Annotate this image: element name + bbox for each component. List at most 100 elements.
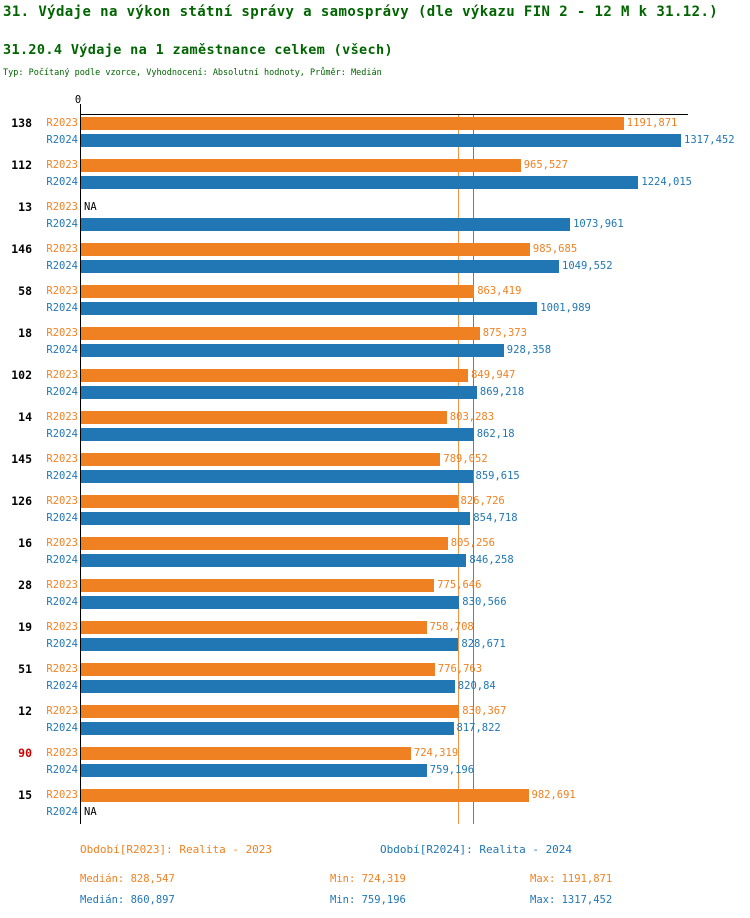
group-label: 13 — [18, 200, 32, 214]
bar-r2024 — [81, 470, 473, 483]
group-label: 102 — [11, 368, 32, 382]
bar-value: 803,283 — [449, 411, 495, 423]
bar-r2023 — [81, 579, 435, 592]
bar-value: 826,726 — [460, 495, 505, 507]
group-label: 16 — [18, 536, 32, 550]
bar-r2023 — [81, 159, 521, 172]
bar-r2023 — [81, 747, 411, 760]
bar-value: 869,218 — [479, 386, 525, 398]
series-label-r2024: R2024 — [46, 764, 78, 776]
bar-value: 985,685 — [532, 243, 578, 255]
series-label-r2023: R2023 — [46, 117, 78, 129]
group-label: 146 — [11, 242, 32, 256]
bar-value: 820,84 — [457, 680, 496, 692]
series-label-r2023: R2023 — [46, 663, 78, 675]
bar-r2024 — [81, 554, 467, 567]
bar-value: 928,358 — [506, 344, 552, 356]
bar-value: 759,196 — [429, 764, 475, 776]
series-label-r2023: R2023 — [46, 705, 78, 717]
legend-r2024: Období[R2024]: Realita - 2024 — [380, 843, 573, 856]
series-label-r2024: R2024 — [46, 134, 78, 146]
stat-max-r2024: Max: 1317,452 — [530, 894, 613, 906]
bar-value: 965,527 — [523, 159, 568, 171]
bar-value: 724,319 — [413, 747, 459, 759]
bar-value: 862,18 — [476, 428, 515, 440]
series-label-r2024: R2024 — [46, 806, 78, 818]
series-label-r2024: R2024 — [46, 638, 78, 650]
series-label-r2023: R2023 — [46, 621, 78, 633]
axis-zero-label: 0 — [74, 94, 82, 106]
bar-r2023 — [81, 663, 435, 676]
series-label-r2023: R2023 — [46, 537, 78, 549]
bar-value: 1049,552 — [562, 260, 613, 272]
stat-max-r2023: Max: 1191,871 — [530, 873, 613, 885]
x-axis-line — [80, 114, 688, 115]
bar-r2023 — [81, 537, 448, 550]
bar-value: 776,763 — [437, 663, 483, 675]
bar-value: 846,258 — [469, 554, 514, 566]
bar-value: 982,691 — [531, 789, 576, 801]
group-label: 138 — [11, 116, 32, 130]
bar-value: 830,566 — [462, 596, 507, 608]
bar-value: 817,822 — [456, 722, 501, 734]
bar-value: 849,947 — [471, 369, 516, 381]
bar-r2024 — [81, 344, 504, 357]
series-label-r2023: R2023 — [46, 369, 78, 381]
group-label: 145 — [11, 452, 32, 466]
series-label-r2024: R2024 — [46, 218, 78, 230]
series-label-r2024: R2024 — [46, 260, 78, 272]
bar-value: 863,419 — [477, 285, 522, 297]
legend-r2023: Období[R2023]: Realita - 2023 — [80, 843, 273, 856]
median-line-r2023 — [458, 115, 460, 824]
bar-r2024 — [81, 134, 681, 147]
bar-r2024 — [81, 428, 474, 441]
series-label-r2023: R2023 — [46, 327, 78, 339]
report-meta: Typ: Počítaný podle vzorce, Vyhodnocení:… — [3, 68, 382, 78]
group-label: 90 — [18, 746, 32, 760]
bar-r2024 — [81, 260, 559, 273]
bar-value: 805,256 — [450, 537, 495, 549]
stat-min-r2024: Min: 759,196 — [330, 894, 406, 906]
bar-r2024 — [81, 302, 538, 315]
bar-r2023 — [81, 621, 427, 634]
series-label-r2024: R2024 — [46, 554, 78, 566]
bar-r2023 — [81, 453, 441, 466]
series-label-r2024: R2024 — [46, 302, 78, 314]
bar-r2023 — [81, 495, 458, 508]
series-label-r2024: R2024 — [46, 386, 78, 398]
stat-median-r2023: Medián: 828,547 — [80, 873, 175, 885]
bar-r2024 — [81, 680, 455, 693]
y-axis-line — [80, 104, 81, 824]
series-label-r2024: R2024 — [46, 344, 78, 356]
group-label: 51 — [18, 662, 32, 676]
bar-value: 1073,961 — [573, 218, 624, 230]
series-label-r2023: R2023 — [46, 453, 78, 465]
bar-value: 854,718 — [473, 512, 518, 524]
series-label-r2023: R2023 — [46, 201, 78, 213]
bar-value: 1191,871 — [626, 117, 678, 129]
bar-value: 859,615 — [475, 470, 520, 482]
series-label-r2023: R2023 — [46, 159, 78, 171]
bar-r2023 — [81, 789, 529, 802]
group-label: 14 — [18, 410, 32, 424]
bar-value: 828,671 — [461, 638, 506, 650]
bar-r2023 — [81, 243, 530, 256]
bar-r2024 — [81, 176, 639, 189]
bar-r2024 — [81, 218, 571, 231]
series-label-r2023: R2023 — [46, 789, 78, 801]
bar-value: 789,052 — [443, 453, 488, 465]
group-label: 12 — [18, 704, 32, 718]
bar-r2024 — [81, 638, 459, 651]
bar-r2023 — [81, 117, 624, 130]
stat-median-r2024: Medián: 860,897 — [80, 894, 175, 906]
bar-value: 758,708 — [429, 621, 474, 633]
bar-r2023 — [81, 285, 475, 298]
stat-min-r2023: Min: 724,319 — [330, 873, 406, 885]
group-label: 28 — [18, 578, 32, 592]
series-label-r2023: R2023 — [46, 285, 78, 297]
report-subtitle: 31.20.4 Výdaje na 1 zaměstnance celkem (… — [3, 42, 393, 58]
bar-r2024 — [81, 386, 477, 399]
bar-r2023 — [81, 327, 480, 340]
bar-value: 1001,989 — [540, 302, 591, 314]
